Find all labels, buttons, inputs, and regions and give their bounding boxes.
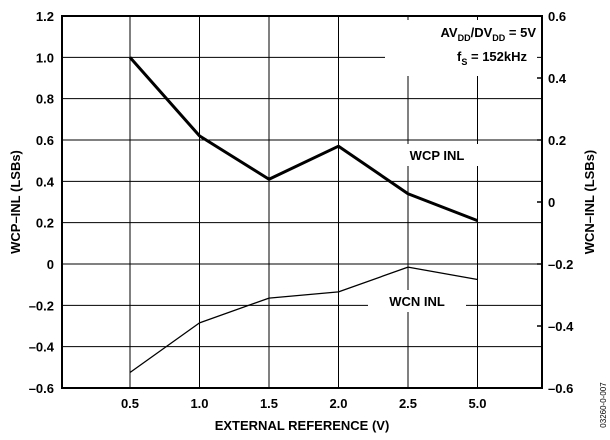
x-tick-label: 5.0 bbox=[468, 396, 486, 411]
ticks: 1.2 1.0 0.8 0.6 0.4 0.2 0 –0.2 –0.4 –0.6 0.6 0.4 0.2… bbox=[29, 9, 574, 411]
y-tick-label-right: 0 bbox=[548, 195, 555, 210]
y-axis-title-right: WCN–INL (LSBs) bbox=[582, 150, 597, 254]
cond1-mid: /DV bbox=[471, 25, 493, 40]
cond2-tail: = 152kHz bbox=[467, 49, 527, 64]
x-axis-title: EXTERNAL REFERENCE (V) bbox=[215, 418, 390, 433]
cond1-sub2: DD bbox=[492, 33, 505, 43]
cond2-sub: S bbox=[461, 57, 467, 67]
y-tick-label-left: –0.4 bbox=[29, 340, 55, 355]
y-tick-label-right: –0.4 bbox=[548, 319, 574, 334]
x-tick-label: 2.5 bbox=[399, 396, 417, 411]
x-tick-label: 1.0 bbox=[190, 396, 208, 411]
y-tick-label-right: 0.2 bbox=[548, 133, 566, 148]
y-tick-label-left: –0.6 bbox=[29, 381, 54, 396]
x-tick-label: 0.5 bbox=[121, 396, 139, 411]
y-tick-label-left: –0.2 bbox=[29, 298, 54, 313]
y-tick-label-left: 0 bbox=[47, 257, 54, 272]
y-axis-title-left: WCP–INL (LSBs) bbox=[8, 150, 23, 254]
cond2-main: f bbox=[457, 49, 462, 64]
y-tick-label-left: 0.8 bbox=[36, 92, 54, 107]
x-tick-label: 2.0 bbox=[329, 396, 347, 411]
y-tick-label-left: 1.0 bbox=[36, 50, 54, 65]
cond1-tail: = 5V bbox=[505, 25, 536, 40]
series-lines bbox=[128, 20, 537, 374]
cond1-sub1: DD bbox=[458, 33, 471, 43]
figure-id: 03260-0-007 bbox=[599, 382, 608, 428]
series-line-wcp-inl bbox=[128, 56, 479, 222]
y-tick-label-right: –0.2 bbox=[548, 257, 573, 272]
y-tick-label-right: 0.6 bbox=[548, 9, 566, 24]
y-tick-label-left: 0.6 bbox=[36, 133, 54, 148]
series-label-bg bbox=[368, 290, 466, 312]
series-line-wcn-inl bbox=[129, 266, 478, 374]
cond1-main: AV bbox=[441, 25, 458, 40]
y-tick-label-left: 1.2 bbox=[36, 9, 54, 24]
x-tick-label: 1.5 bbox=[260, 396, 278, 411]
series-label: WCN INL bbox=[389, 294, 445, 309]
grid-lines bbox=[62, 16, 542, 388]
y-tick-label-right: –0.6 bbox=[548, 381, 573, 396]
series-label: WCP INL bbox=[410, 148, 465, 163]
y-tick-label-right: 0.4 bbox=[548, 71, 567, 86]
y-tick-label-left: 0.4 bbox=[36, 174, 55, 189]
series-label-bg bbox=[388, 144, 486, 166]
condition-sample-rate: fS = 152kHz bbox=[457, 49, 527, 67]
condition-supply-voltage: AVDD/DVDD = 5V bbox=[441, 25, 537, 43]
annotation-bg bbox=[385, 20, 537, 76]
y-tick-label-left: 0.2 bbox=[36, 216, 54, 231]
